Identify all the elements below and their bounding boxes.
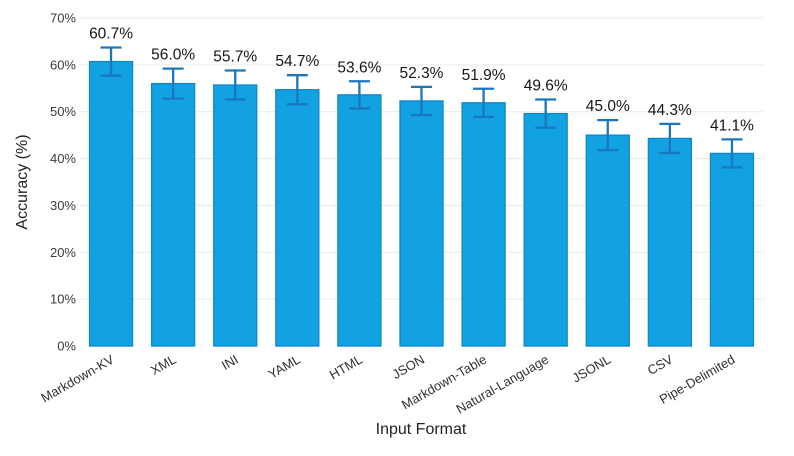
value-label-html: 53.6%: [337, 59, 381, 76]
bar-series: [88, 60, 755, 347]
y-axis-title: Accuracy (%): [14, 134, 31, 229]
value-label-markdown-table: 51.9%: [462, 67, 506, 84]
bar-jsonl: [585, 134, 630, 347]
bar-yaml: [275, 89, 320, 347]
value-label-json: 52.3%: [400, 65, 444, 82]
bar-pipe-delimited: [709, 152, 755, 347]
error-bar-natural-language: [535, 98, 557, 129]
x-tick-label-jsonl: JSONL: [569, 352, 613, 386]
x-tick-label-json: JSON: [389, 352, 427, 382]
x-axis-ticks: Markdown-KV XML INI YAML HTML JSONMarkdown-Ta…: [38, 351, 737, 416]
bar-natural-language: [523, 112, 568, 347]
value-label-ini: 55.7%: [213, 48, 257, 65]
value-label-yaml: 54.7%: [275, 53, 319, 70]
y-tick-label: 40%: [50, 151, 76, 166]
y-tick-label: 60%: [50, 57, 76, 72]
value-label-natural-language: 49.6%: [524, 78, 568, 95]
x-axis-title: Input Format: [376, 421, 467, 438]
bar-ini: [213, 84, 258, 347]
error-bar-jsonl: [597, 118, 619, 152]
value-label-jsonl: 45.0%: [586, 98, 630, 115]
bar-csv: [647, 137, 693, 347]
y-tick-label: 50%: [50, 104, 76, 119]
x-tick-label-xml: XML: [148, 352, 179, 378]
y-tick-label: 10%: [50, 292, 76, 307]
error-bar-yaml: [286, 74, 308, 106]
y-axis-ticks: 0% 10% 20% 30% 40% 50% 60% 70%: [50, 11, 76, 354]
error-bar-ini: [224, 69, 246, 101]
bar-markdown-kv: [88, 60, 134, 347]
x-tick-label-yaml: YAML: [265, 352, 302, 382]
y-tick-label: 70%: [50, 11, 76, 26]
bar-html: [337, 94, 382, 347]
error-bar-html: [348, 80, 370, 110]
error-bars: [100, 46, 743, 169]
error-bar-markdown-kv: [100, 46, 122, 77]
error-bar-xml: [162, 67, 184, 100]
value-labels: 60.7% 56.0% 55.7% 54.7% 53.6% 52.3% 51.9% 49.6%…: [89, 26, 754, 135]
bar-json: [399, 100, 444, 347]
x-tick-label-ini: INI: [219, 352, 241, 373]
value-label-pipe-delimited: 41.1%: [710, 117, 754, 134]
value-label-xml: 56.0%: [151, 47, 195, 64]
error-bar-csv: [659, 122, 681, 155]
y-tick-label: 0%: [57, 339, 76, 354]
x-tick-label-csv: CSV: [645, 351, 676, 378]
value-label-markdown-kv: 60.7%: [89, 26, 133, 43]
bar-xml: [150, 82, 196, 347]
value-label-csv: 44.3%: [648, 102, 692, 119]
bar-markdown-table: [461, 102, 506, 347]
y-tick-label: 20%: [50, 245, 76, 260]
x-tick-label-html: HTML: [327, 352, 365, 383]
error-bar-pipe-delimited: [721, 138, 743, 169]
error-bar-json: [411, 85, 432, 117]
y-tick-label: 30%: [50, 198, 76, 213]
error-bar-markdown-table: [473, 87, 495, 119]
x-tick-label-markdown-kv: Markdown-KV: [38, 351, 116, 405]
